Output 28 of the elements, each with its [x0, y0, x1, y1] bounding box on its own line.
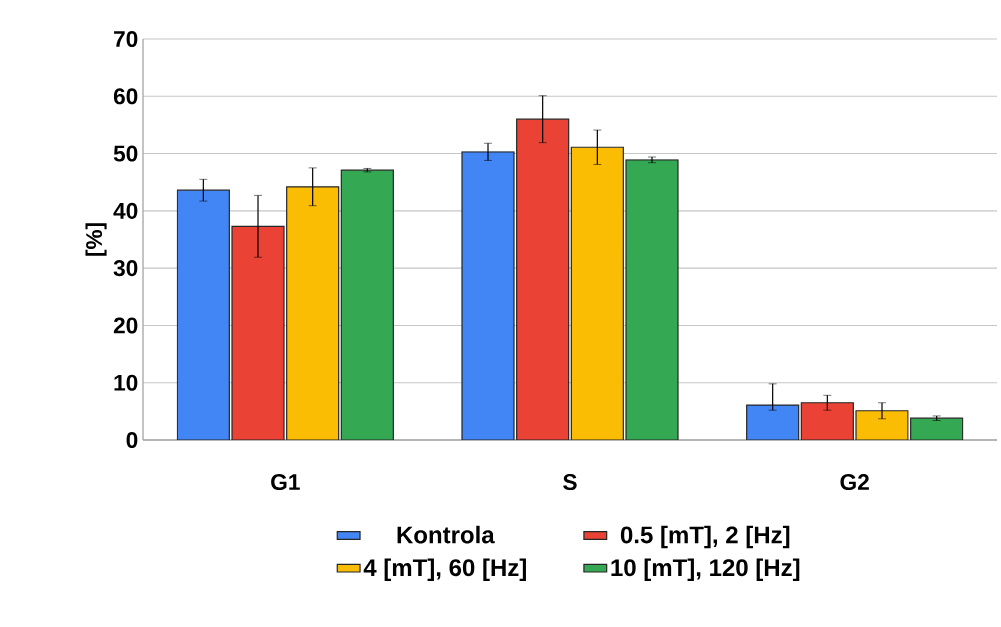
legend-label: Kontrola: [397, 525, 495, 544]
bar: [461, 151, 515, 440]
y-tick-label: 60: [113, 88, 138, 105]
bar: [746, 404, 800, 440]
bar: [231, 225, 285, 440]
bar: [625, 159, 679, 440]
y-tick-label: 50: [113, 145, 138, 162]
x-tick-label: G1: [271, 474, 300, 491]
x-tick-label: S: [563, 474, 577, 491]
bar: [570, 146, 624, 440]
y-tick-label: 30: [113, 260, 138, 277]
legend-label: 0.5 [mT], 2 [Hz]: [620, 525, 790, 549]
legend-label: 4 [mT], 60 [Hz]: [363, 558, 526, 581]
y-tick-label: 10: [114, 374, 138, 391]
bar: [855, 410, 909, 440]
legend-label: 10 [mT], 120 [Hz]: [611, 558, 800, 581]
y-tick-label: 40: [113, 202, 138, 219]
bar: [340, 169, 394, 440]
bar: [176, 189, 230, 440]
y-axis-title: [%]: [85, 223, 107, 256]
y-tick-label: 70: [114, 30, 138, 48]
y-tick-label: 0: [126, 431, 138, 449]
bar: [516, 118, 570, 440]
y-tick-label: 20: [113, 317, 138, 334]
bar: [286, 186, 340, 440]
bar: [800, 402, 854, 440]
bar: [910, 417, 964, 440]
x-tick-label: G2: [840, 474, 869, 491]
